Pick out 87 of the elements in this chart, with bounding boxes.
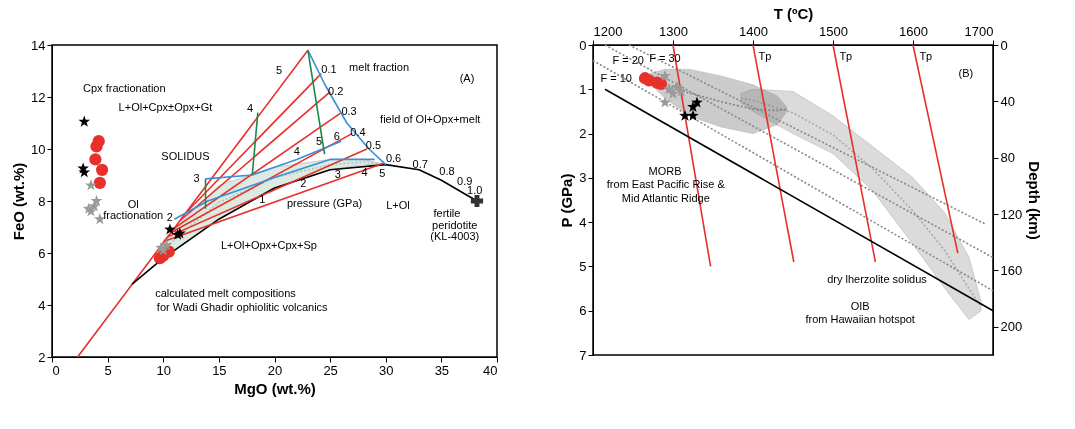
annotation: L+Ol bbox=[386, 198, 410, 211]
x-tick-label: 30 bbox=[379, 362, 394, 378]
y2-tick-label: 120 bbox=[1000, 206, 1023, 222]
annotation: (A) bbox=[459, 71, 475, 84]
y-tick-label: 3 bbox=[579, 170, 587, 186]
y-tick-label: 4 bbox=[579, 214, 587, 230]
annotation: calculated melt compositions bbox=[155, 287, 297, 300]
x-tick-label: 15 bbox=[212, 362, 227, 378]
annotation: 0.8 bbox=[439, 165, 455, 178]
annotation: F = 20 bbox=[612, 53, 644, 66]
y2-tick-label: 200 bbox=[1000, 319, 1023, 335]
annotation: OIB bbox=[850, 300, 870, 313]
y-tick-label: 8 bbox=[38, 193, 46, 209]
y2-tick-label: 160 bbox=[1000, 262, 1023, 278]
annotation: 1.0 bbox=[467, 184, 483, 197]
annotation: 2 bbox=[166, 210, 173, 223]
annotation: Tp bbox=[919, 50, 933, 63]
annotation: Cpx fractionation bbox=[83, 82, 166, 95]
y-tick-label: 6 bbox=[579, 303, 587, 319]
y2-tick-label: 40 bbox=[1000, 93, 1015, 109]
annotation: 4 bbox=[293, 145, 300, 158]
y-axis-title: FeO (wt.%) bbox=[10, 162, 28, 241]
annotation: field of Ol+Opx+melt bbox=[380, 113, 481, 126]
annotation: 3 bbox=[193, 171, 200, 184]
x-axis-title: T (ºC) bbox=[773, 4, 814, 22]
y-axis-title: P (GPa) bbox=[558, 173, 576, 228]
annotation: F = 10 bbox=[600, 72, 632, 85]
annotation: L+Ol+Cpx±Opx+Gt bbox=[118, 101, 213, 114]
annotation: 0.1 bbox=[321, 63, 337, 76]
y-tick-label: 14 bbox=[31, 37, 46, 53]
annotation: MORB bbox=[648, 164, 682, 177]
x-tick-label: 1700 bbox=[964, 23, 994, 39]
annotation: L+Ol+Opx+Cpx+Sp bbox=[220, 238, 317, 251]
x-tick-label: 35 bbox=[434, 362, 450, 378]
y2-tick-label: 0 bbox=[1000, 37, 1008, 53]
y-tick-label: 7 bbox=[579, 347, 587, 363]
annotation: 0.6 bbox=[385, 151, 402, 164]
annotation: 0.9 bbox=[457, 174, 473, 187]
annotation: 3 bbox=[334, 168, 341, 180]
annotation: dry lherzolite solidus bbox=[827, 272, 928, 285]
x-tick-label: 40 bbox=[483, 362, 498, 378]
annotation: from Hawaiian hotspot bbox=[805, 313, 915, 326]
y-tick-label: 12 bbox=[31, 89, 46, 105]
y-tick-label: 0 bbox=[579, 37, 587, 53]
x-axis-title: MgO (wt.%) bbox=[234, 379, 316, 397]
annotation: for Wadi Ghadir ophiolitic volcanics bbox=[156, 300, 329, 313]
annotation: pressure (GPa) bbox=[286, 196, 363, 209]
x-tick-label: 0 bbox=[52, 362, 60, 378]
annotation: 0.7 bbox=[412, 157, 428, 170]
x-tick-label: 25 bbox=[323, 362, 338, 378]
x-tick-label: 10 bbox=[156, 362, 171, 378]
y-tick-label: 2 bbox=[38, 349, 46, 365]
y-tick-label: 10 bbox=[31, 141, 46, 157]
x-tick-label: 1200 bbox=[593, 23, 623, 39]
annotation: 0.2 bbox=[328, 84, 344, 97]
x-tick-label: 20 bbox=[267, 362, 283, 378]
x-tick-label: 1600 bbox=[899, 23, 928, 39]
y2-tick-label: 80 bbox=[1000, 150, 1015, 166]
annotation: (B) bbox=[958, 66, 974, 79]
y2-axis-title: Depth (km) bbox=[1026, 161, 1044, 240]
y-tick-label: 1 bbox=[579, 81, 587, 97]
x-tick-label: 1400 bbox=[739, 23, 768, 39]
annotation: 6 bbox=[333, 130, 340, 143]
annotation: fertile bbox=[433, 207, 461, 219]
annotation: SOLIDUS bbox=[161, 149, 210, 162]
y-tick-label: 4 bbox=[38, 297, 46, 313]
annotation: (KL-4003) bbox=[430, 230, 480, 243]
annotation: melt fraction bbox=[349, 61, 410, 74]
annotation: 0.5 bbox=[365, 139, 382, 152]
annotation: fractionation bbox=[103, 208, 164, 221]
annotation: Ol bbox=[127, 197, 139, 210]
annotation: 5 bbox=[379, 166, 386, 179]
annotation: 2 bbox=[300, 176, 307, 189]
annotation: 5 bbox=[315, 134, 323, 147]
y-tick-label: 6 bbox=[38, 245, 46, 261]
annotation: Tp bbox=[758, 50, 772, 63]
x-tick-label: 1500 bbox=[819, 23, 848, 39]
annotation: Tp bbox=[839, 50, 853, 63]
annotation: peridotite bbox=[432, 218, 478, 231]
x-tick-label: 1300 bbox=[659, 23, 688, 39]
annotation: 1 bbox=[259, 193, 266, 206]
annotation: 4 bbox=[246, 101, 254, 114]
annotation: 0.3 bbox=[341, 104, 357, 117]
annotation: 5 bbox=[275, 64, 283, 76]
y-tick-label: 5 bbox=[579, 258, 587, 274]
y-tick-label: 2 bbox=[579, 126, 587, 142]
x-tick-label: 5 bbox=[104, 362, 112, 378]
